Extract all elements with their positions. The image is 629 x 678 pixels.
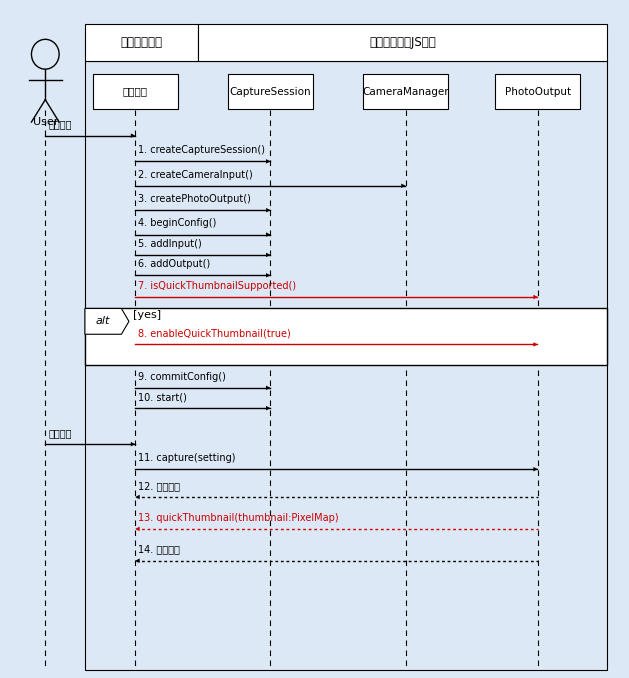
Text: 2. createCameraInput(): 2. createCameraInput() xyxy=(138,170,253,180)
Text: 10. start(): 10. start() xyxy=(138,392,187,402)
Text: CaptureSession: CaptureSession xyxy=(230,87,311,96)
Text: 13. quickThumbnail(thumbnail:PixelMap): 13. quickThumbnail(thumbnail:PixelMap) xyxy=(138,513,339,523)
Text: 相机应用开发JS接口: 相机应用开发JS接口 xyxy=(369,36,436,49)
Bar xyxy=(364,74,448,109)
Text: 打开应用: 打开应用 xyxy=(48,119,72,129)
Bar xyxy=(93,74,178,109)
Text: PhotoOutput: PhotoOutput xyxy=(504,87,571,96)
Text: 相机应用开发: 相机应用开发 xyxy=(121,36,162,49)
Polygon shape xyxy=(85,308,129,334)
Text: 6. addOutput(): 6. addOutput() xyxy=(138,259,211,269)
Text: alt: alt xyxy=(96,317,110,326)
Text: 9. commitConfig(): 9. commitConfig() xyxy=(138,372,226,382)
Bar xyxy=(228,74,313,109)
Bar xyxy=(85,308,607,365)
Text: 8. enableQuickThumbnail(true): 8. enableQuickThumbnail(true) xyxy=(138,328,291,338)
Text: 11. capture(setting): 11. capture(setting) xyxy=(138,453,236,463)
Text: 12. 状态返回: 12. 状态返回 xyxy=(138,481,181,491)
Text: 点击拍照: 点击拍照 xyxy=(48,428,72,438)
Text: 4. beginConfig(): 4. beginConfig() xyxy=(138,218,217,228)
Text: [yes]: [yes] xyxy=(133,311,161,320)
Text: 14. 封面返回: 14. 封面返回 xyxy=(138,544,181,555)
Text: 相机应用: 相机应用 xyxy=(123,87,148,96)
Text: 7. isQuickThumbnailSupported(): 7. isQuickThumbnailSupported() xyxy=(138,281,296,291)
Text: User: User xyxy=(33,117,58,127)
Text: CameraManager: CameraManager xyxy=(362,87,449,96)
Text: 3. createPhotoOutput(): 3. createPhotoOutput() xyxy=(138,194,251,204)
Text: 1. createCaptureSession(): 1. createCaptureSession() xyxy=(138,145,265,155)
Text: 5. addInput(): 5. addInput() xyxy=(138,239,202,249)
Bar xyxy=(198,24,607,61)
Bar xyxy=(85,61,607,670)
Bar xyxy=(496,74,580,109)
Bar xyxy=(85,24,198,61)
